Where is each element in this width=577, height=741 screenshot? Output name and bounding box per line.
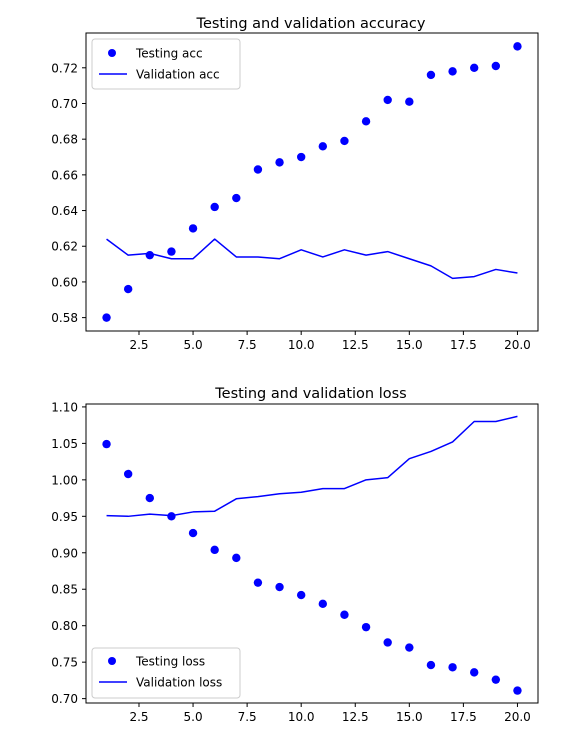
y-tick-label: 0.58 — [51, 311, 78, 325]
data-point-testing-acc — [210, 203, 218, 211]
x-tick-label: 17.5 — [450, 710, 477, 724]
x-tick-label: 12.5 — [342, 710, 369, 724]
x-tick-label: 7.5 — [238, 710, 257, 724]
y-tick-label: 0.70 — [51, 97, 78, 111]
y-tick-label: 0.68 — [51, 133, 78, 147]
data-point-testing-acc — [189, 224, 197, 232]
data-point-testing-loss — [232, 554, 240, 562]
y-tick-label: 0.85 — [51, 583, 78, 597]
x-tick-label: 5.0 — [184, 338, 203, 352]
data-point-testing-loss — [102, 440, 110, 448]
x-tick-label: 15.0 — [396, 710, 423, 724]
legend: Testing loss Validation loss — [92, 648, 240, 698]
x-tick-label: 10.0 — [288, 710, 315, 724]
data-point-testing-acc — [232, 194, 240, 202]
y-tick-label: 0.66 — [51, 168, 78, 182]
data-point-testing-loss — [124, 470, 132, 478]
legend-marker-testing-loss — [108, 657, 116, 665]
y-tick-label: 0.72 — [51, 61, 78, 75]
data-point-testing-loss — [383, 638, 391, 646]
data-point-testing-acc — [427, 71, 435, 79]
data-point-testing-acc — [383, 96, 391, 104]
y-tick-label: 0.90 — [51, 546, 78, 560]
x-tick-label: 17.5 — [450, 338, 477, 352]
data-point-testing-loss — [448, 663, 456, 671]
data-point-testing-acc — [405, 98, 413, 106]
data-point-testing-acc — [146, 251, 154, 259]
data-point-testing-loss — [210, 546, 218, 554]
legend-label-validation-acc: Validation acc — [136, 68, 220, 82]
data-point-testing-acc — [297, 153, 305, 161]
y-tick-label: 0.62 — [51, 240, 78, 254]
data-point-testing-acc — [492, 62, 500, 70]
chart-title: Testing and validation accuracy — [196, 16, 426, 32]
legend-marker-testing-acc — [108, 49, 116, 57]
data-point-testing-acc — [102, 313, 110, 321]
y-tick-label: 0.75 — [51, 656, 78, 670]
data-point-testing-loss — [513, 686, 521, 694]
data-point-testing-loss — [470, 668, 478, 676]
y-tick-label: 0.64 — [51, 204, 78, 218]
y-tick-label: 0.70 — [51, 692, 78, 706]
data-point-testing-loss — [405, 643, 413, 651]
data-point-testing-loss — [189, 529, 197, 537]
x-tick-label: 20.0 — [504, 338, 531, 352]
data-point-testing-loss — [427, 661, 435, 669]
data-point-testing-loss — [275, 583, 283, 591]
y-tick-label: 1.10 — [51, 400, 78, 414]
data-point-testing-acc — [275, 158, 283, 166]
legend-label-testing-loss: Testing loss — [135, 655, 205, 669]
x-tick-label: 5.0 — [184, 710, 203, 724]
x-tick-label: 7.5 — [238, 338, 257, 352]
data-point-testing-loss — [297, 591, 305, 599]
x-tick-label: 2.5 — [129, 710, 148, 724]
data-point-testing-acc — [340, 137, 348, 145]
legend-label-testing-acc: Testing acc — [135, 47, 203, 61]
data-point-testing-loss — [254, 578, 262, 586]
y-tick-label: 1.05 — [51, 437, 78, 451]
data-point-testing-loss — [340, 611, 348, 619]
data-point-testing-acc — [254, 165, 262, 173]
y-tick-label: 0.95 — [51, 510, 78, 524]
data-point-testing-loss — [492, 675, 500, 683]
data-point-testing-loss — [362, 623, 370, 631]
data-point-testing-acc — [362, 117, 370, 125]
x-tick-label: 20.0 — [504, 710, 531, 724]
x-tick-label: 10.0 — [288, 338, 315, 352]
data-point-testing-acc — [470, 64, 478, 72]
data-point-testing-acc — [167, 247, 175, 255]
chart-title: Testing and validation loss — [214, 386, 406, 402]
data-point-testing-loss — [319, 600, 327, 608]
legend-label-validation-loss: Validation loss — [136, 676, 222, 690]
y-tick-label: 0.80 — [51, 619, 78, 633]
x-tick-label: 2.5 — [129, 338, 148, 352]
data-point-testing-acc — [513, 42, 521, 50]
legend: Testing acc Validation acc — [92, 39, 240, 89]
y-tick-label: 0.60 — [51, 275, 78, 289]
data-point-testing-acc — [319, 142, 327, 150]
x-tick-label: 15.0 — [396, 338, 423, 352]
x-tick-label: 12.5 — [342, 338, 369, 352]
data-point-testing-loss — [146, 494, 154, 502]
y-tick-label: 1.00 — [51, 473, 78, 487]
data-point-testing-acc — [448, 67, 456, 75]
data-point-testing-acc — [124, 285, 132, 293]
